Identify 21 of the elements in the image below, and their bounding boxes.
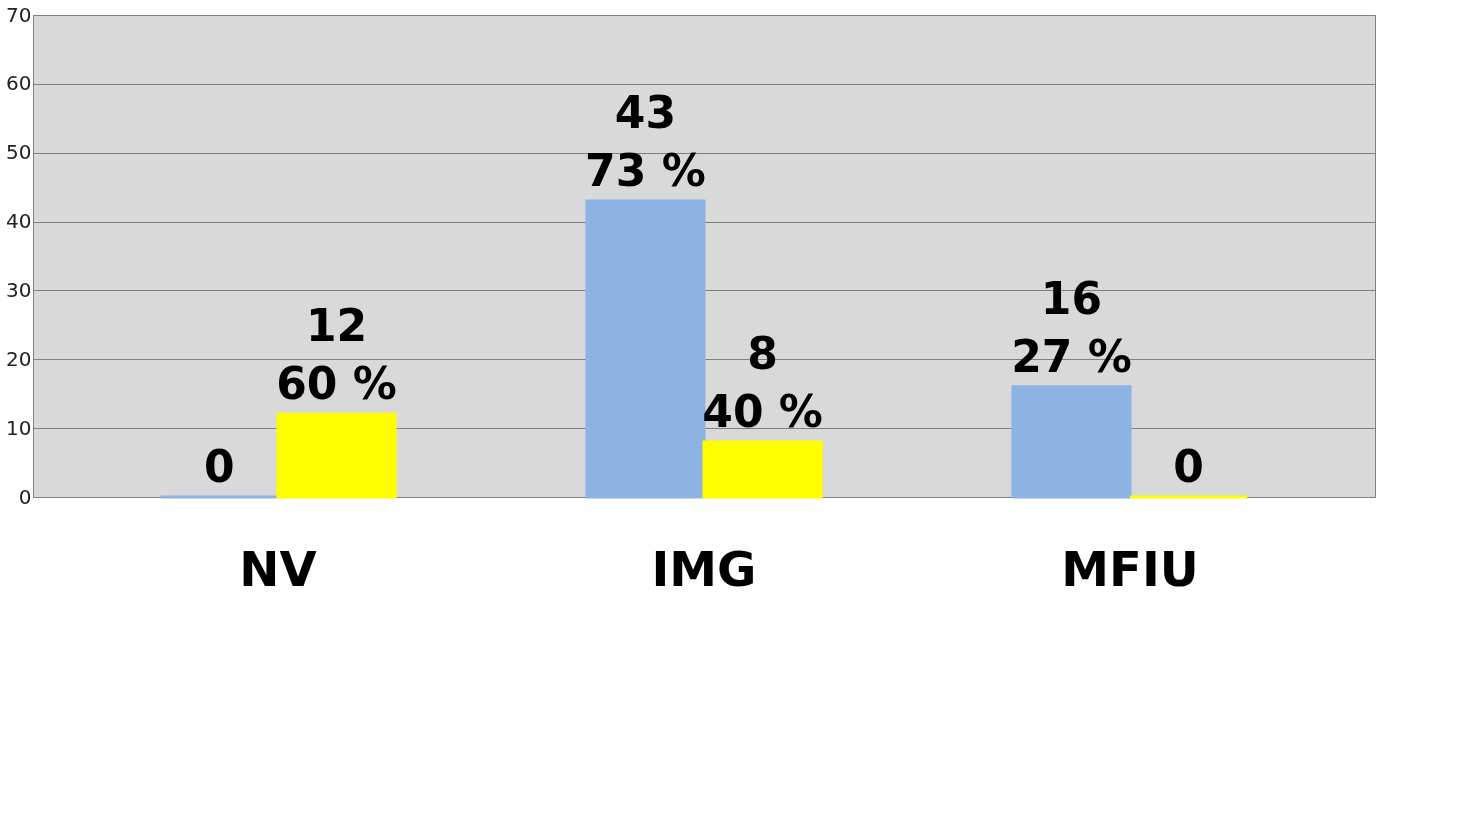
x-tick-label: IMG bbox=[651, 540, 757, 597]
y-tick-label: 20 bbox=[6, 346, 32, 371]
y-tick-label: 10 bbox=[6, 415, 32, 440]
y-tick-label: 60 bbox=[6, 71, 32, 96]
y-tick-label: 50 bbox=[6, 140, 32, 165]
bar bbox=[276, 412, 397, 499]
y-tick-label: 40 bbox=[6, 209, 32, 234]
data-label: 0 bbox=[204, 441, 235, 492]
bar bbox=[585, 199, 706, 499]
bar bbox=[702, 440, 823, 499]
y-tick-label: 0 bbox=[18, 484, 32, 509]
y-tick-label: 70 bbox=[6, 2, 32, 27]
data-label: 8 40 % bbox=[702, 327, 823, 437]
data-label: 16 27 % bbox=[1011, 272, 1132, 382]
data-label: 0 bbox=[1173, 441, 1204, 492]
data-label: 12 60 % bbox=[276, 300, 397, 410]
y-tick-label: 30 bbox=[6, 277, 32, 302]
x-tick-label: MFIU bbox=[1061, 540, 1199, 597]
x-tick-label: NV bbox=[239, 540, 317, 597]
data-label: 43 73 % bbox=[585, 86, 706, 196]
bar bbox=[1011, 385, 1132, 499]
